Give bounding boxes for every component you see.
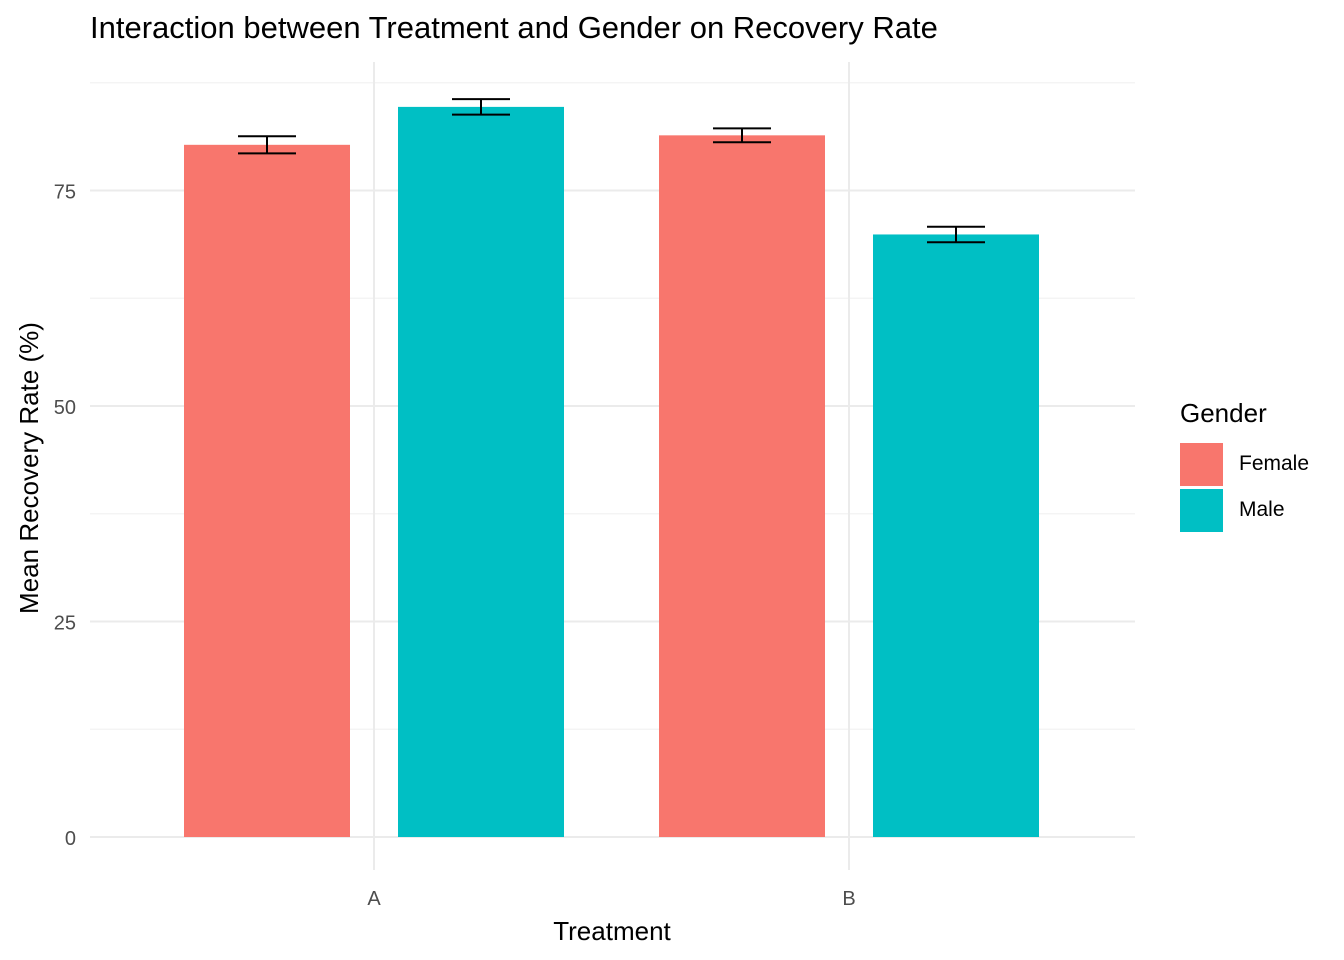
legend-label-male: Male <box>1239 498 1285 521</box>
y-axis-label: Mean Recovery Rate (%) <box>14 322 44 614</box>
bar-male-b <box>873 234 1039 837</box>
x-axis-label: Treatment <box>553 916 671 946</box>
y-tick-label: 25 <box>54 613 76 635</box>
y-tick-label: 50 <box>54 397 76 419</box>
y-tick-label: 75 <box>54 182 76 204</box>
legend-item-female: Female <box>1180 441 1309 487</box>
legend-label-female: Female <box>1239 452 1310 475</box>
error-bar-female-b <box>713 127 771 144</box>
x-tick-label: A <box>367 888 381 910</box>
y-tick-label: 0 <box>65 828 76 850</box>
legend-title: Gender <box>1180 398 1267 428</box>
bar-female-b <box>659 135 825 837</box>
bar-female-a <box>184 144 350 838</box>
bars <box>184 106 1039 838</box>
error-bar-male-a <box>452 98 510 116</box>
legend-swatch-female <box>1180 442 1223 486</box>
y-tick-labels: 0 25 50 75 <box>54 182 76 851</box>
error-bar-female-a <box>238 135 296 155</box>
error-bars <box>238 98 985 244</box>
bar-male-a <box>398 106 564 838</box>
legend-swatch-male <box>1180 488 1223 532</box>
legend-item-male: Male <box>1180 487 1309 533</box>
error-bar-male-b <box>927 225 985 244</box>
x-tick-label: B <box>842 888 855 910</box>
chart-title: Interaction between Treatment and Gender… <box>90 10 938 45</box>
legend: Gender Female Male <box>1180 398 1309 533</box>
